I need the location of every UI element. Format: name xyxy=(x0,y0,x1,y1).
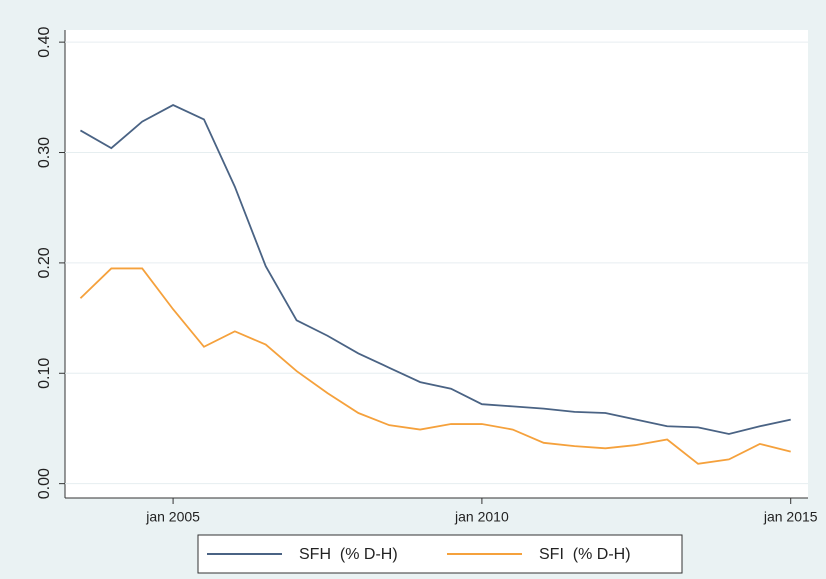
y-tick-label: 0.00 xyxy=(36,468,53,499)
x-tick-label: jan 2005 xyxy=(145,509,200,525)
x-tick-label: jan 2015 xyxy=(763,509,818,525)
y-tick-label: 0.20 xyxy=(36,247,53,278)
x-tick-label: jan 2010 xyxy=(454,509,509,525)
y-tick-label: 0.10 xyxy=(36,358,53,389)
plot-area xyxy=(65,30,808,498)
y-tick-label: 0.30 xyxy=(36,137,53,168)
y-tick-label: 0.40 xyxy=(36,26,53,57)
legend-label: SFH (% D-H) xyxy=(299,546,398,563)
legend-label: SFI (% D-H) xyxy=(539,546,631,563)
series-line xyxy=(79,104,791,435)
series-line xyxy=(79,267,791,465)
